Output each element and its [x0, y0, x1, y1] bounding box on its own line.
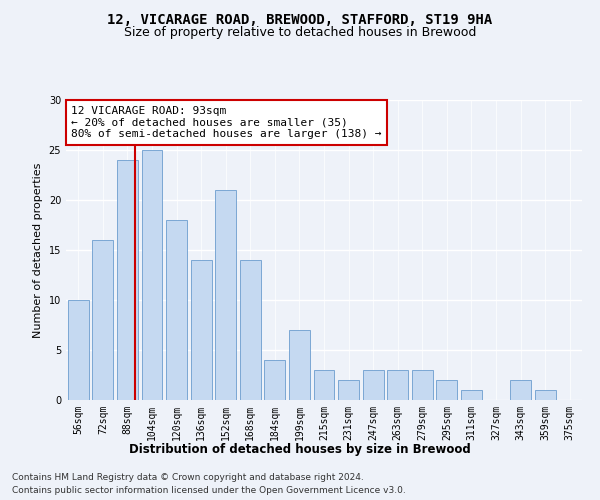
Bar — [387, 370, 408, 400]
Text: Contains HM Land Registry data © Crown copyright and database right 2024.: Contains HM Land Registry data © Crown c… — [12, 472, 364, 482]
Bar — [191, 260, 212, 400]
Bar — [68, 300, 89, 400]
Text: 12 VICARAGE ROAD: 93sqm
← 20% of detached houses are smaller (35)
80% of semi-de: 12 VICARAGE ROAD: 93sqm ← 20% of detache… — [71, 106, 382, 139]
Bar — [92, 240, 113, 400]
Bar — [461, 390, 482, 400]
Bar — [289, 330, 310, 400]
Bar — [362, 370, 383, 400]
Bar — [412, 370, 433, 400]
Bar — [142, 150, 163, 400]
Bar — [314, 370, 334, 400]
Bar — [166, 220, 187, 400]
Bar — [510, 380, 531, 400]
Text: 12, VICARAGE ROAD, BREWOOD, STAFFORD, ST19 9HA: 12, VICARAGE ROAD, BREWOOD, STAFFORD, ST… — [107, 12, 493, 26]
Y-axis label: Number of detached properties: Number of detached properties — [33, 162, 43, 338]
Bar — [215, 190, 236, 400]
Bar — [117, 160, 138, 400]
Text: Contains public sector information licensed under the Open Government Licence v3: Contains public sector information licen… — [12, 486, 406, 495]
Bar — [265, 360, 286, 400]
Bar — [240, 260, 261, 400]
Text: Size of property relative to detached houses in Brewood: Size of property relative to detached ho… — [124, 26, 476, 39]
Bar — [338, 380, 359, 400]
Bar — [436, 380, 457, 400]
Bar — [535, 390, 556, 400]
Text: Distribution of detached houses by size in Brewood: Distribution of detached houses by size … — [129, 442, 471, 456]
